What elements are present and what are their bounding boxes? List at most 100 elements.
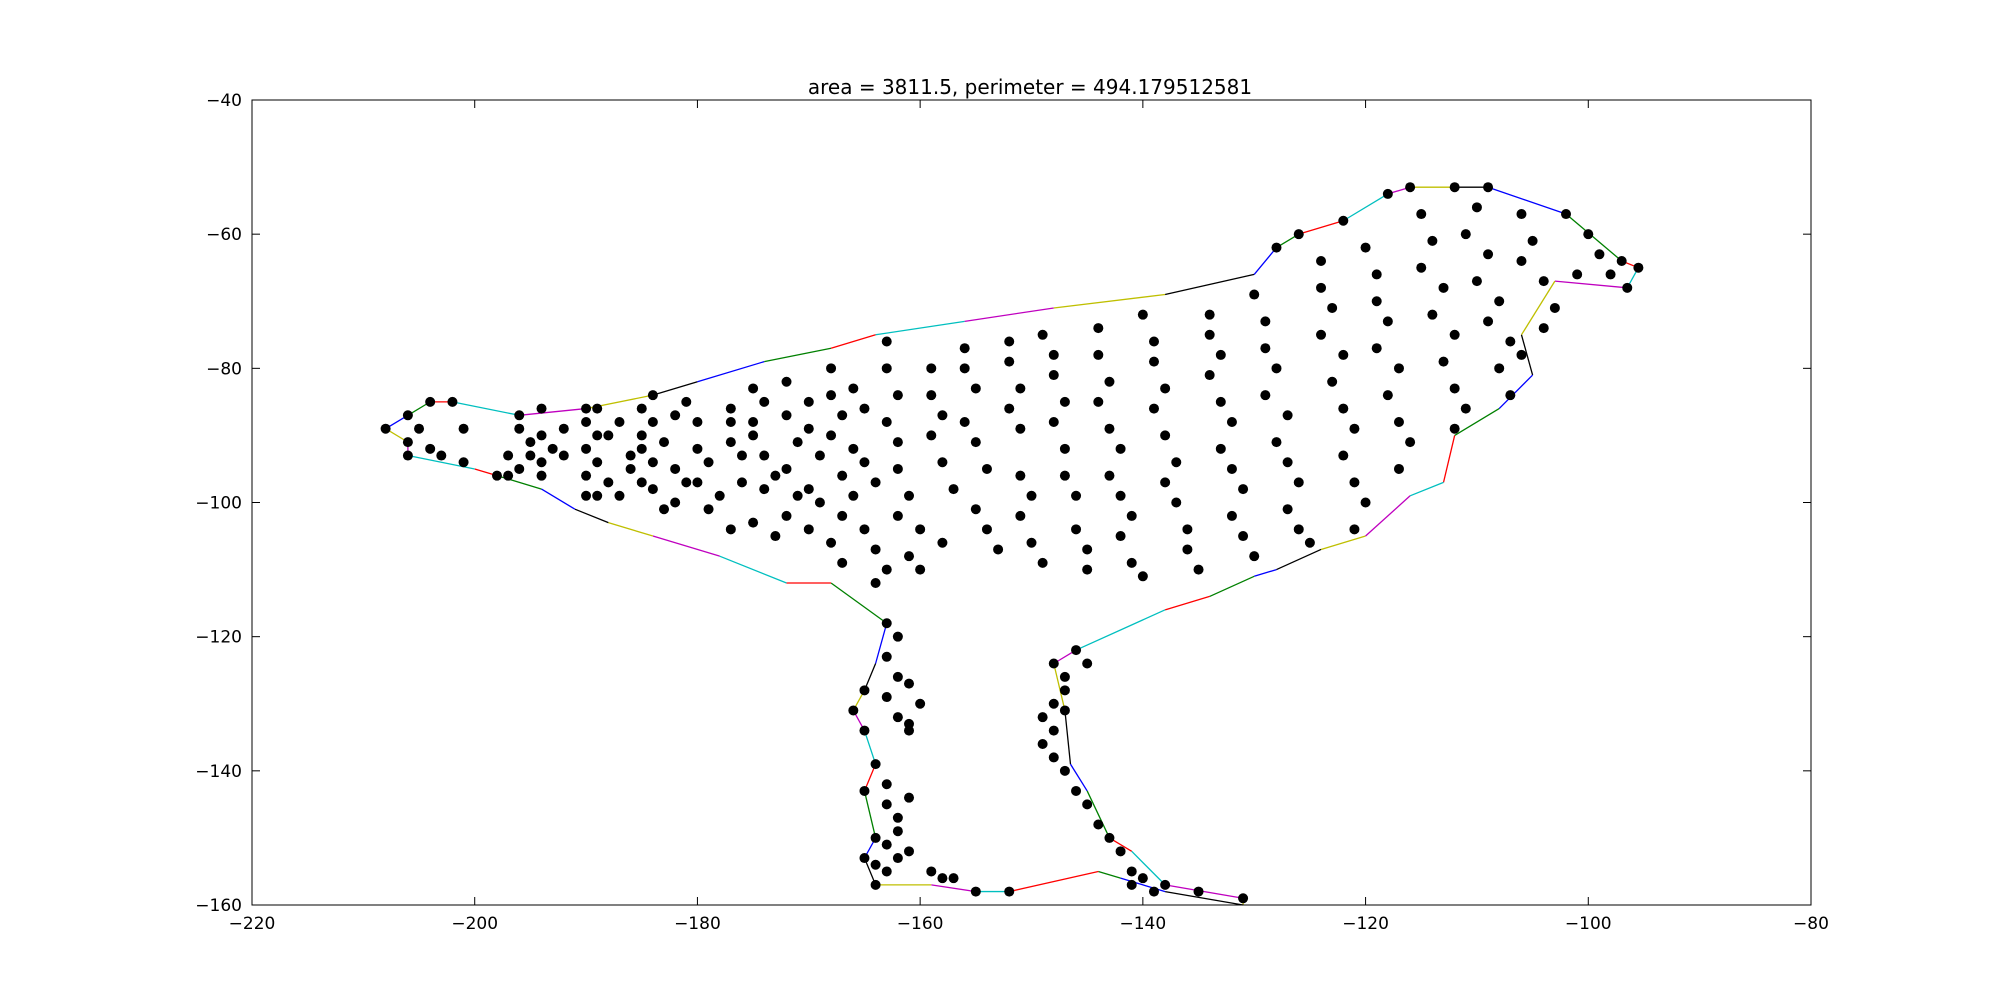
data-point bbox=[870, 859, 881, 870]
data-point bbox=[1405, 182, 1416, 193]
data-point bbox=[1104, 423, 1115, 434]
data-point bbox=[748, 517, 759, 528]
data-point bbox=[1483, 316, 1494, 327]
data-point bbox=[814, 450, 825, 461]
data-point bbox=[714, 490, 725, 501]
data-point bbox=[1137, 873, 1148, 884]
data-point bbox=[1204, 329, 1215, 340]
data-point bbox=[837, 410, 848, 421]
data-point bbox=[592, 457, 603, 468]
data-point bbox=[1594, 249, 1605, 260]
data-point bbox=[581, 443, 592, 454]
data-point bbox=[1093, 396, 1104, 407]
data-point bbox=[581, 417, 592, 427]
hull-edge bbox=[1454, 408, 1500, 436]
data-point bbox=[659, 437, 670, 448]
data-point bbox=[703, 504, 714, 515]
data-point bbox=[1238, 893, 1249, 904]
x-tick-label: −220 bbox=[229, 914, 276, 934]
data-point bbox=[1226, 463, 1237, 474]
data-point bbox=[915, 698, 926, 709]
data-point bbox=[759, 450, 770, 461]
data-point bbox=[1160, 383, 1171, 394]
data-point bbox=[1048, 417, 1059, 427]
hull-edge bbox=[1165, 884, 1244, 899]
data-point bbox=[1516, 256, 1527, 266]
data-point bbox=[1538, 276, 1549, 287]
data-point bbox=[1405, 437, 1416, 448]
data-point bbox=[1316, 329, 1327, 340]
data-point bbox=[870, 759, 881, 770]
data-point bbox=[603, 430, 614, 441]
data-point bbox=[1037, 739, 1048, 749]
data-point bbox=[525, 437, 536, 448]
data-point bbox=[859, 524, 870, 535]
data-point bbox=[1104, 470, 1115, 481]
data-point bbox=[1416, 209, 1427, 220]
x-tick-label: −200 bbox=[451, 914, 498, 934]
data-point bbox=[1193, 564, 1204, 575]
data-point bbox=[436, 450, 447, 461]
data-point bbox=[558, 450, 569, 461]
hull-edge bbox=[1009, 870, 1099, 893]
hull-edge bbox=[830, 334, 876, 349]
hull-edge bbox=[1069, 763, 1088, 792]
hull-edge bbox=[1209, 575, 1255, 598]
data-point bbox=[1605, 269, 1616, 280]
hull-edge bbox=[1276, 548, 1322, 571]
hull-edge bbox=[1075, 609, 1166, 651]
data-point bbox=[1449, 423, 1460, 434]
data-point bbox=[937, 873, 948, 884]
data-point bbox=[1059, 685, 1070, 696]
data-point bbox=[1460, 229, 1471, 240]
data-point bbox=[1093, 819, 1104, 830]
data-point bbox=[581, 470, 592, 481]
data-point bbox=[1282, 410, 1293, 421]
data-point bbox=[1393, 417, 1404, 427]
hull-edge bbox=[964, 307, 1054, 323]
hull-edge bbox=[1098, 870, 1121, 879]
data-point bbox=[748, 430, 759, 441]
data-point bbox=[826, 430, 837, 441]
data-point bbox=[636, 477, 647, 488]
hull-edge bbox=[697, 361, 765, 383]
data-point bbox=[1160, 879, 1171, 890]
data-point bbox=[636, 443, 647, 454]
hull-edge bbox=[1064, 710, 1072, 765]
hull-edge bbox=[863, 790, 877, 839]
data-point bbox=[736, 477, 747, 488]
data-point bbox=[881, 564, 892, 575]
data-points bbox=[380, 182, 1644, 904]
data-point bbox=[881, 417, 892, 427]
data-point bbox=[937, 537, 948, 548]
data-point bbox=[736, 450, 747, 461]
data-point bbox=[558, 423, 569, 434]
x-tick-label: −100 bbox=[1565, 914, 1612, 934]
data-point bbox=[926, 866, 937, 877]
data-point bbox=[525, 450, 536, 461]
data-point bbox=[1316, 282, 1327, 293]
data-point bbox=[1215, 396, 1226, 407]
data-point bbox=[725, 524, 736, 535]
data-point bbox=[770, 470, 781, 481]
data-point bbox=[1483, 249, 1494, 260]
data-point bbox=[1527, 235, 1538, 246]
data-point bbox=[937, 457, 948, 468]
hull-edge bbox=[1487, 186, 1567, 215]
hull-edges bbox=[385, 186, 1639, 906]
data-point bbox=[1393, 363, 1404, 374]
data-point bbox=[447, 396, 458, 407]
data-point bbox=[892, 510, 903, 521]
y-tick-label: −160 bbox=[195, 896, 242, 916]
data-point bbox=[1137, 571, 1148, 582]
data-point bbox=[1104, 832, 1115, 843]
data-point bbox=[458, 457, 469, 468]
data-point bbox=[1238, 484, 1249, 495]
data-point bbox=[959, 343, 970, 354]
data-point bbox=[1104, 376, 1115, 387]
data-point bbox=[837, 510, 848, 521]
data-point bbox=[1126, 879, 1137, 890]
data-point bbox=[1182, 524, 1193, 535]
hull-edge bbox=[1165, 890, 1244, 906]
